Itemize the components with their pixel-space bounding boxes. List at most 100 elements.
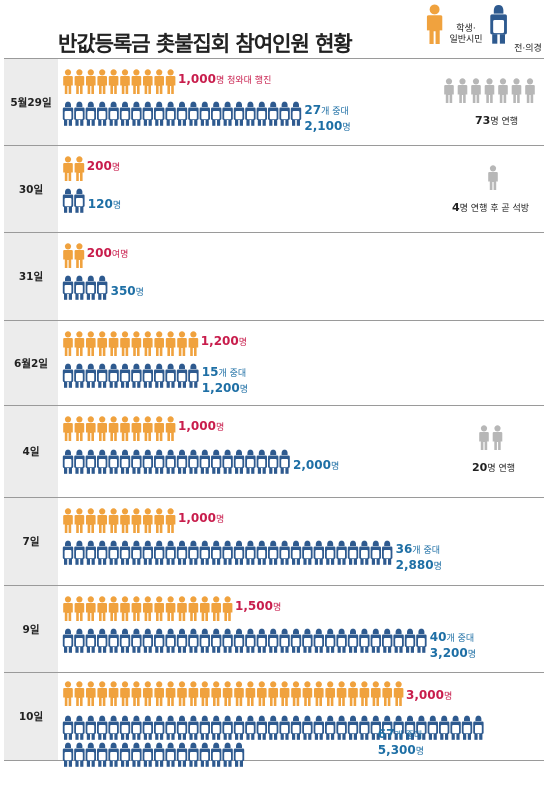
icon-row bbox=[62, 416, 503, 474]
riot-police-icon bbox=[62, 449, 74, 474]
student-icon bbox=[97, 331, 107, 356]
riot-police-icon bbox=[85, 628, 96, 653]
riot-police-icon bbox=[211, 628, 222, 653]
riot-police-icon bbox=[199, 540, 210, 565]
riot-police-icon bbox=[245, 628, 256, 653]
riot-police-icon bbox=[165, 101, 176, 126]
icon-row bbox=[62, 243, 108, 300]
riot-police-icon bbox=[313, 715, 324, 740]
riot-police-icon bbox=[382, 628, 393, 653]
riot-police-icon bbox=[473, 715, 484, 740]
student-icon bbox=[63, 156, 73, 181]
student-icon bbox=[211, 596, 221, 621]
student-icon bbox=[131, 69, 142, 94]
student-icon bbox=[74, 156, 85, 181]
riot-police-icon bbox=[222, 742, 233, 767]
arrested-person-icon bbox=[488, 165, 498, 190]
riot-police-icon bbox=[347, 715, 359, 740]
riot-police-icon bbox=[279, 715, 290, 740]
student-count-label: 3,000명 bbox=[406, 688, 453, 702]
riot-police-icon bbox=[302, 540, 313, 565]
student-icon bbox=[188, 331, 199, 356]
riot-police-icon bbox=[404, 628, 416, 653]
riot-police-icon bbox=[233, 540, 245, 565]
riot-police-icon bbox=[199, 101, 210, 126]
riot-police-icon bbox=[108, 715, 119, 740]
row-label: 31일 bbox=[18, 271, 44, 283]
student-icon bbox=[74, 416, 85, 441]
student-icon bbox=[63, 69, 73, 94]
police-count-label: 350명 bbox=[110, 284, 144, 298]
arrested-person-icon bbox=[457, 78, 468, 103]
student-icon bbox=[74, 681, 85, 706]
student-icon bbox=[97, 681, 107, 706]
riot-police-icon bbox=[85, 742, 96, 767]
row-label: 4일 bbox=[22, 446, 40, 458]
riot-police-icon bbox=[97, 363, 108, 388]
riot-police-icon bbox=[97, 628, 108, 653]
riot-police-icon bbox=[268, 540, 279, 565]
student-icon bbox=[108, 508, 119, 533]
riot-police-icon bbox=[279, 101, 290, 126]
riot-police-icon bbox=[382, 540, 393, 565]
student-icon bbox=[393, 681, 404, 706]
riot-police-icon bbox=[85, 363, 96, 388]
riot-police-icon bbox=[188, 363, 199, 388]
student-icon bbox=[143, 596, 153, 621]
arrested-person-icon bbox=[444, 78, 454, 103]
riot-police-icon bbox=[211, 101, 222, 126]
police-count-label: 27개 중대 2,100명 bbox=[304, 103, 351, 133]
riot-police-icon bbox=[176, 715, 188, 740]
police-count-label: 36개 중대 2,880명 bbox=[395, 542, 442, 572]
riot-police-icon bbox=[74, 363, 85, 388]
riot-police-icon bbox=[62, 715, 74, 740]
arrested-person-icon bbox=[511, 78, 522, 103]
riot-police-icon bbox=[165, 449, 176, 474]
riot-police-icon bbox=[85, 540, 96, 565]
riot-police-icon bbox=[154, 628, 165, 653]
riot-police-icon bbox=[211, 540, 222, 565]
riot-police-icon bbox=[461, 715, 473, 740]
student-icon bbox=[143, 508, 153, 533]
riot-police-icon bbox=[74, 449, 85, 474]
riot-police-icon bbox=[268, 449, 279, 474]
student-icon bbox=[86, 508, 96, 533]
arrested-person-icon bbox=[498, 78, 508, 103]
student-count-label: 1,500명 bbox=[235, 599, 282, 613]
riot-police-icon bbox=[119, 715, 131, 740]
riot-police-icon bbox=[108, 449, 119, 474]
riot-police-icon bbox=[154, 101, 165, 126]
riot-police-icon bbox=[176, 363, 188, 388]
police-count-label: 15개 중대 1,200명 bbox=[201, 365, 249, 395]
riot-police-icon bbox=[74, 188, 85, 213]
riot-police-icon bbox=[325, 540, 336, 565]
riot-police-icon bbox=[154, 715, 165, 740]
riot-police-icon bbox=[211, 715, 222, 740]
student-count-label: 200여명 bbox=[86, 246, 129, 260]
student-icon bbox=[154, 69, 164, 94]
riot-police-icon bbox=[154, 742, 165, 767]
riot-police-icon bbox=[74, 275, 85, 300]
student-icon bbox=[97, 69, 107, 94]
riot-police-icon bbox=[165, 715, 176, 740]
riot-police-icon bbox=[188, 628, 199, 653]
riot-police-icon bbox=[119, 363, 131, 388]
student-icon bbox=[165, 508, 176, 533]
student-icon bbox=[120, 681, 130, 706]
riot-police-icon bbox=[313, 628, 324, 653]
riot-police-icon bbox=[142, 101, 153, 126]
row-divider bbox=[4, 585, 544, 586]
riot-police-icon bbox=[336, 628, 347, 653]
riot-police-icon bbox=[142, 540, 153, 565]
riot-police-icon bbox=[97, 742, 108, 767]
riot-police-icon bbox=[222, 628, 233, 653]
riot-police-icon bbox=[74, 101, 85, 126]
police-count-label: 40개 중대 3,200명 bbox=[429, 630, 477, 660]
row-label: 7일 bbox=[22, 536, 40, 548]
student-icon bbox=[291, 681, 301, 706]
row-label: 10일 bbox=[18, 711, 44, 723]
student-icon bbox=[200, 596, 210, 621]
riot-police-icon bbox=[211, 742, 222, 767]
riot-police-icon bbox=[290, 540, 302, 565]
legend-doctor-icon bbox=[490, 4, 507, 44]
